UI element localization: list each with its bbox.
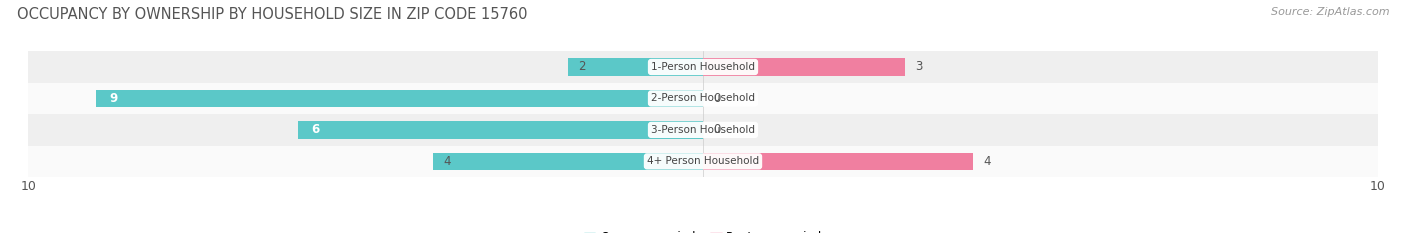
Text: 6: 6: [312, 123, 319, 136]
Text: Source: ZipAtlas.com: Source: ZipAtlas.com: [1271, 7, 1389, 17]
Bar: [568, 58, 703, 76]
Text: 4+ Person Household: 4+ Person Household: [647, 156, 759, 166]
Bar: [28, 114, 1378, 146]
Text: 3-Person Household: 3-Person Household: [651, 125, 755, 135]
Text: OCCUPANCY BY OWNERSHIP BY HOUSEHOLD SIZE IN ZIP CODE 15760: OCCUPANCY BY OWNERSHIP BY HOUSEHOLD SIZE…: [17, 7, 527, 22]
Text: 1-Person Household: 1-Person Household: [651, 62, 755, 72]
Bar: [298, 121, 703, 139]
Bar: [703, 153, 973, 170]
Text: 4: 4: [983, 155, 991, 168]
Bar: [433, 153, 703, 170]
Text: 2-Person Household: 2-Person Household: [651, 93, 755, 103]
Bar: [96, 90, 703, 107]
Text: 9: 9: [110, 92, 117, 105]
Bar: [28, 51, 1378, 83]
Text: 2: 2: [578, 61, 586, 73]
Legend: Owner-occupied, Renter-occupied: Owner-occupied, Renter-occupied: [579, 227, 827, 233]
Bar: [28, 146, 1378, 177]
Text: 0: 0: [713, 92, 720, 105]
Text: 0: 0: [713, 123, 720, 136]
Text: 3: 3: [915, 61, 922, 73]
Text: 4: 4: [443, 155, 451, 168]
Bar: [28, 83, 1378, 114]
Bar: [703, 58, 905, 76]
